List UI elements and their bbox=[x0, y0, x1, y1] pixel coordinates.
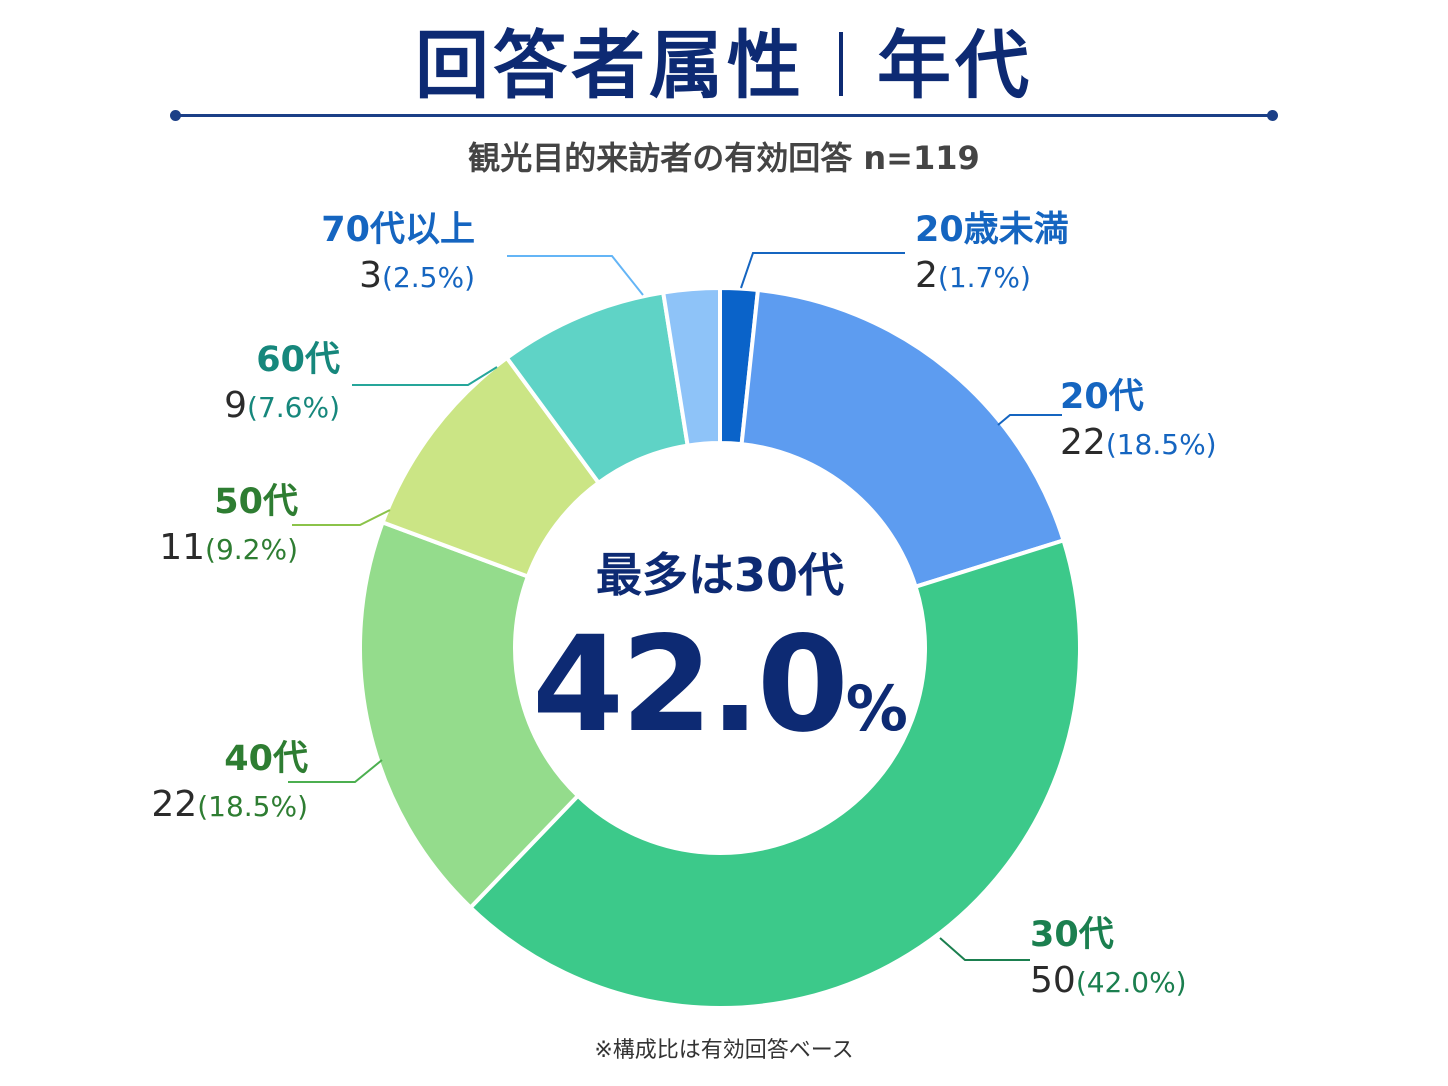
rule-dot-right bbox=[1267, 110, 1278, 121]
slice-label-value: 50(42.0%) bbox=[1030, 963, 1187, 999]
slice-count: 22 bbox=[151, 784, 198, 825]
slice-percent: (9.2%) bbox=[205, 533, 298, 566]
center-value-unit: % bbox=[845, 672, 908, 745]
leader-line-2 bbox=[997, 414, 1062, 426]
slice-percent: (7.6%) bbox=[247, 391, 340, 424]
slice-percent: (18.5%) bbox=[197, 790, 308, 823]
center-headline: 最多は30代 bbox=[595, 548, 844, 602]
leader-line-3 bbox=[939, 937, 1030, 961]
leader-line-1 bbox=[740, 252, 905, 289]
slice-percent: (18.5%) bbox=[1105, 428, 1217, 461]
slice-percent: (2.5%) bbox=[382, 261, 475, 294]
slice-label-6: 60代 9(7.6%) bbox=[224, 343, 340, 424]
title-sub: 年代 bbox=[877, 23, 1033, 109]
slice-label-value: 2(1.7%) bbox=[915, 258, 1069, 294]
slice-3 bbox=[467, 537, 1083, 1010]
slice-7 bbox=[660, 285, 722, 448]
slice-count: 2 bbox=[915, 255, 938, 296]
rule-dot-left bbox=[170, 110, 181, 121]
slice-count: 50 bbox=[1030, 960, 1076, 1001]
slice-count: 9 bbox=[224, 385, 248, 426]
chart-title: 回答者属性 年代 bbox=[0, 18, 1448, 114]
title-main: 回答者属性 bbox=[415, 23, 805, 109]
slice-label-7: 70代以上 3(2.5%) bbox=[321, 213, 475, 294]
leader-line-4 bbox=[288, 759, 383, 783]
slice-2 bbox=[739, 287, 1067, 590]
slice-label-5: 50代 11(9.2%) bbox=[159, 485, 298, 566]
center-value: 42.0% bbox=[520, 610, 920, 800]
center-value-number: 42.0 bbox=[532, 608, 849, 762]
slice-percent: (1.7%) bbox=[937, 261, 1031, 294]
slice-percent: (42.0%) bbox=[1075, 966, 1187, 999]
leader-line-7 bbox=[507, 255, 644, 296]
slice-label-value: 22(18.5%) bbox=[1060, 425, 1217, 461]
slice-count: 22 bbox=[1060, 422, 1106, 463]
leader-line-6 bbox=[352, 366, 498, 386]
slice-label-name: 20代 bbox=[1060, 377, 1144, 417]
slice-label-value: 22(18.5%) bbox=[151, 787, 308, 823]
leader-line-5 bbox=[292, 509, 391, 526]
slice-label-3: 30代 50(42.0%) bbox=[1030, 918, 1187, 999]
slice-count: 3 bbox=[359, 255, 383, 296]
slice-label-name: 40代 bbox=[224, 739, 308, 779]
chart-subtitle: 観光目的来訪者の有効回答 n=119 bbox=[468, 139, 980, 177]
slice-label-4: 40代 22(18.5%) bbox=[151, 742, 308, 823]
slice-label-2: 20代 22(18.5%) bbox=[1060, 380, 1217, 461]
title-separator bbox=[839, 32, 843, 97]
slice-label-name: 30代 bbox=[1030, 915, 1114, 955]
footnote: ※構成比は有効回答ベース bbox=[594, 1038, 854, 1063]
slice-label-1: 20歳未満 2(1.7%) bbox=[915, 213, 1069, 294]
slice-label-value: 3(2.5%) bbox=[321, 258, 475, 294]
slice-label-name: 60代 bbox=[256, 340, 340, 380]
slice-label-value: 11(9.2%) bbox=[159, 530, 298, 566]
donut-hole bbox=[517, 445, 923, 851]
slice-label-value: 9(7.6%) bbox=[224, 388, 340, 424]
slice-4 bbox=[358, 519, 581, 911]
slice-label-name: 70代以上 bbox=[321, 210, 475, 250]
slice-label-name: 20歳未満 bbox=[915, 210, 1069, 250]
title-rule bbox=[176, 114, 1272, 117]
slice-label-name: 50代 bbox=[214, 482, 298, 522]
slice-count: 11 bbox=[159, 527, 206, 568]
